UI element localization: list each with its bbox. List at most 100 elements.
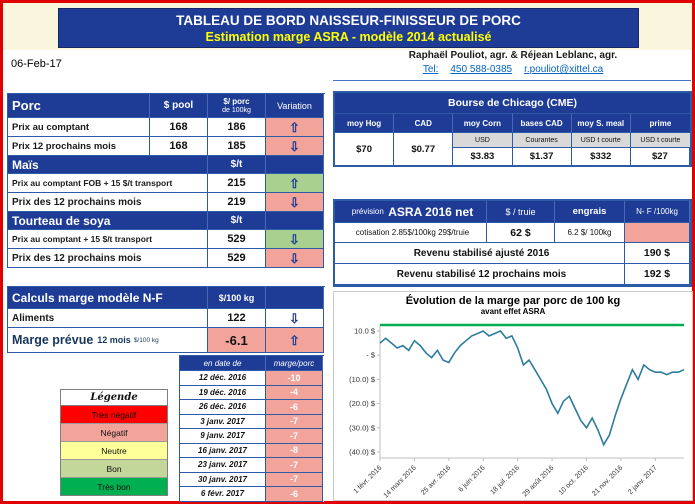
cme-value: $0.77 bbox=[394, 132, 454, 165]
table-row: 16 janv. 2017 -8 bbox=[180, 443, 324, 458]
y-axis-label: 10.0 $ bbox=[354, 327, 376, 336]
calc-header-row: Calculs marge modèle N-F $/100 kg bbox=[8, 287, 325, 309]
cme-subheader: Courantes bbox=[512, 132, 572, 147]
mais-value: 215 bbox=[208, 174, 266, 193]
variation-cell: ⇩ bbox=[266, 137, 324, 156]
history-value: -7 bbox=[266, 472, 323, 487]
x-axis-label: 18 juil. 2016 bbox=[489, 464, 521, 496]
banner-subtitle: Estimation marge ASRA - modèle 2014 actu… bbox=[205, 29, 492, 44]
history-date: 12 déc. 2016 bbox=[180, 371, 266, 386]
tourteau-unit: $/t bbox=[208, 212, 266, 230]
asra-truie-value: 62 $ bbox=[487, 223, 555, 243]
chart-subtitle: avant effet ASRA bbox=[480, 307, 546, 316]
history-value: -10 bbox=[266, 371, 323, 386]
history-value: -7 bbox=[266, 414, 323, 429]
table-row: Prix au comptant + 15 $/t transport 529 … bbox=[8, 230, 325, 249]
porc-table-title: Porc bbox=[8, 94, 150, 118]
email-link[interactable]: r.pouliot@xittel.ca bbox=[524, 64, 604, 75]
table-row: Prix des 12 prochains mois 529 ⇩ bbox=[8, 249, 325, 268]
margin-calc-table: Calculs marge modèle N-F $/100 kg Alimen… bbox=[7, 286, 325, 353]
x-axis-label: 21 nov. 2016 bbox=[591, 464, 624, 497]
cme-value: $27 bbox=[630, 147, 690, 165]
table-row: Prix au comptant FOB + 15 $/t transport … bbox=[8, 174, 325, 193]
x-axis-label: 2 janv. 2017 bbox=[627, 464, 659, 496]
legend-item: Très négatif bbox=[61, 406, 167, 424]
mais-header-row: Maïs $/t bbox=[8, 156, 325, 174]
cme-value: $70 bbox=[335, 132, 395, 165]
table-row: 6 févr. 2017 -6 bbox=[180, 487, 324, 502]
cme-subheader: USD bbox=[453, 132, 513, 147]
variation-cell: ⇩ bbox=[266, 249, 324, 268]
table-row: 26 déc. 2016 -6 bbox=[180, 400, 324, 415]
history-value: -6 bbox=[266, 487, 323, 502]
calc-table-title: Calculs marge modèle N-F bbox=[8, 287, 208, 309]
asra-title: ASRA 2016 net bbox=[388, 204, 474, 219]
margin-history-table: en date de marge/porc 12 déc. 2016 -10 19… bbox=[179, 355, 324, 502]
y-axis-label: - $ bbox=[366, 351, 376, 360]
down-arrow-icon: ⇩ bbox=[289, 231, 300, 247]
y-axis-label: (20.0) $ bbox=[349, 399, 376, 408]
mais-header-spacer bbox=[266, 156, 324, 174]
col-header-variation: Variation bbox=[266, 94, 324, 118]
x-axis-label: 1 févr. 2016 bbox=[353, 464, 384, 495]
y-axis-label: (10.0) $ bbox=[349, 375, 376, 384]
history-date: 9 janv. 2017 bbox=[180, 429, 266, 444]
prices-table: Porc $ pool $/ porc de 100kg Variation P… bbox=[7, 93, 325, 268]
banner: TABLEAU DE BORD NAISSEUR-FINISSEUR DE PO… bbox=[58, 8, 639, 48]
marge-row: Marge prévue 12 mois $/100 kg -6.1 ⇧ bbox=[8, 328, 325, 353]
history-date: 6 févr. 2017 bbox=[180, 487, 266, 502]
legend-item: Bon bbox=[61, 460, 167, 478]
cme-value: $332 bbox=[571, 147, 631, 165]
phone-number: 450 588-0385 bbox=[450, 64, 513, 75]
table-row: 3 janv. 2017 -7 bbox=[180, 414, 324, 429]
asra-col-engrais: engrais bbox=[555, 201, 625, 223]
table-row: 30 janv. 2017 -7 bbox=[180, 472, 324, 487]
cme-grid: moy Hog CAD moy Corn bases CAD moy S. me… bbox=[335, 113, 690, 165]
history-value: -6 bbox=[266, 400, 323, 415]
history-col-date: en date de bbox=[180, 356, 266, 371]
tourteau-table-title: Tourteau de soya bbox=[8, 212, 208, 230]
margin-series-line bbox=[379, 330, 685, 447]
history-col-marge: marge/porc bbox=[266, 356, 323, 371]
cme-col-header: moy S. meal bbox=[571, 113, 631, 132]
history-value: -7 bbox=[266, 429, 323, 444]
legend-item: Négatif bbox=[61, 424, 167, 442]
row-label: Prix au comptant FOB + 15 $/t transport bbox=[8, 174, 208, 193]
x-axis-label: 10 oct. 2016 bbox=[558, 464, 590, 496]
contact-divider bbox=[333, 80, 691, 81]
table-row: 19 déc. 2016 -4 bbox=[180, 385, 324, 400]
cme-col-header: prime bbox=[630, 113, 690, 132]
contact-line: Tel: 450 588-0385 r.pouliot@xittel.ca bbox=[333, 64, 693, 75]
cme-subheader: USD t courte bbox=[571, 132, 631, 147]
asra-cotisation: cotisation 2.85$/100kg 29$/truie bbox=[335, 223, 487, 243]
asra-title-cell: prévision ASRA 2016 net bbox=[335, 201, 487, 223]
mais-unit: $/t bbox=[208, 156, 266, 174]
cme-col-header: moy Corn bbox=[453, 113, 513, 132]
cme-subheader: USD t courte bbox=[630, 132, 690, 147]
marge-value: -6.1 bbox=[208, 328, 266, 353]
tourteau-header-row: Tourteau de soya $/t bbox=[8, 212, 325, 230]
history-value: -7 bbox=[266, 458, 323, 473]
col-header-porc-line1: $/ porc bbox=[223, 96, 250, 106]
down-arrow-icon: ⇩ bbox=[289, 310, 300, 326]
tourteau-value: 529 bbox=[208, 249, 266, 268]
history-date: 30 janv. 2017 bbox=[180, 472, 266, 487]
row-label: Prix au comptant bbox=[8, 118, 150, 137]
table-row: Prix au comptant 168 186 ⇧ bbox=[8, 118, 325, 137]
history-value: -4 bbox=[266, 385, 323, 400]
col-header-porc-line2: de 100kg bbox=[222, 106, 251, 114]
up-arrow-icon: ⇧ bbox=[289, 175, 300, 191]
history-value: -8 bbox=[266, 443, 323, 458]
tel-label: Tel: bbox=[422, 64, 439, 75]
cme-title: Bourse de Chicago (CME) bbox=[335, 93, 690, 113]
down-arrow-icon: ⇩ bbox=[289, 138, 300, 154]
marge-label: Marge prévue bbox=[12, 333, 94, 347]
table-row: 12 déc. 2016 -10 bbox=[180, 371, 324, 386]
row-label: Prix des 12 prochains mois bbox=[8, 249, 208, 268]
asra-prevision-label: prévision bbox=[351, 207, 384, 216]
cme-col-header: CAD bbox=[394, 113, 454, 132]
asra-rev12-label: Revenu stabilisé 12 prochains mois bbox=[335, 264, 625, 285]
row-label: Prix des 12 prochains mois bbox=[8, 193, 208, 212]
pool-value: 168 bbox=[150, 137, 208, 156]
porc-value: 185 bbox=[208, 137, 266, 156]
